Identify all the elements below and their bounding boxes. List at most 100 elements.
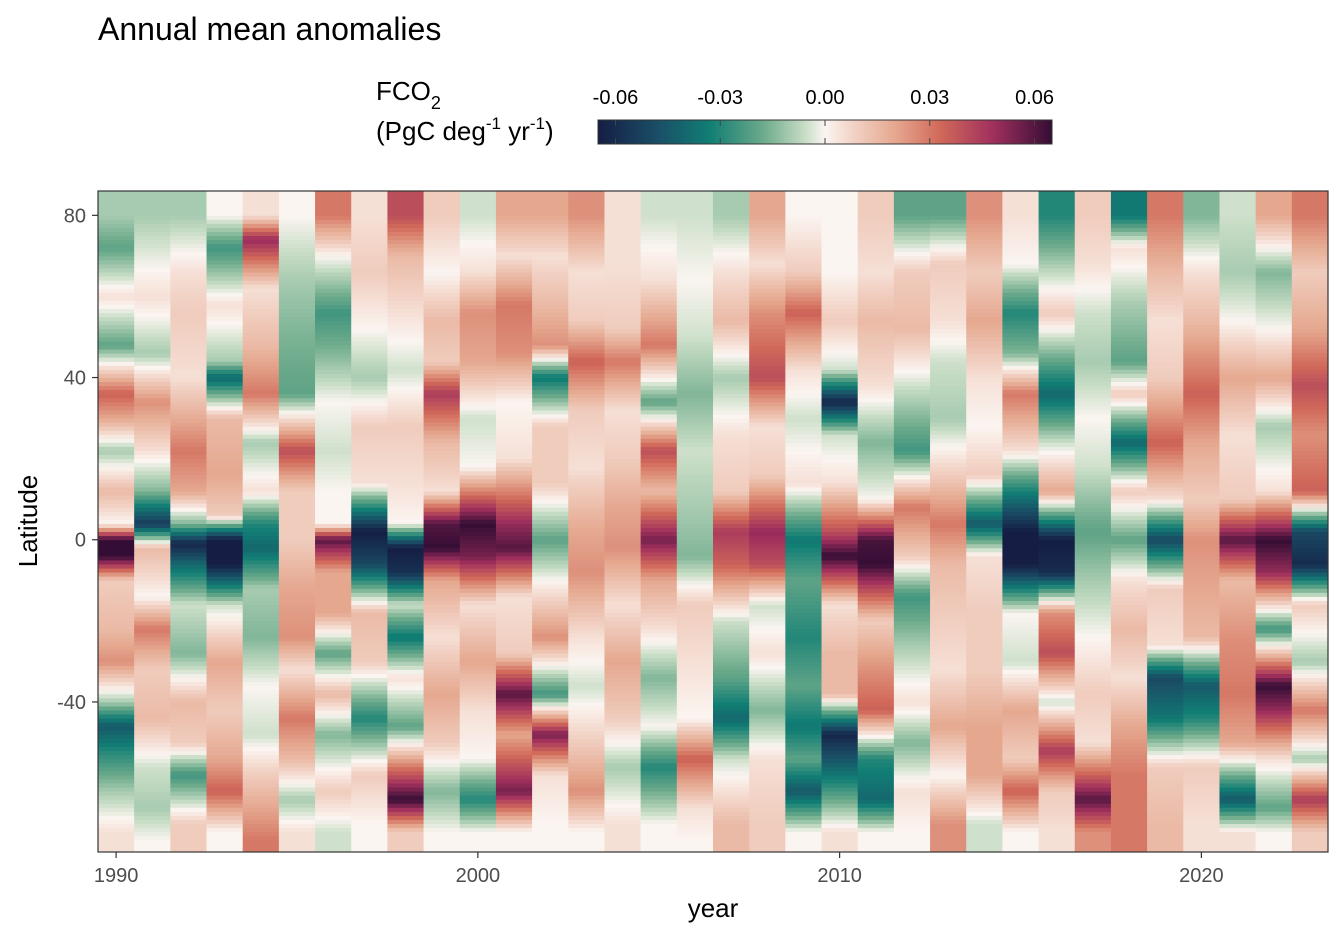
heatmap-cell-1998--47 (387, 726, 424, 731)
heatmap-cell-2000--35 (459, 677, 497, 683)
heatmap-cell-1992-7 (170, 507, 207, 512)
heatmap-cell-2013-38 (930, 381, 967, 387)
heatmap-cell-2000-72 (459, 243, 497, 249)
heatmap-cell-2007--55 (713, 758, 750, 764)
heatmap-cell-1998-36 (387, 389, 424, 395)
heatmap-cell-2007--57 (713, 766, 750, 772)
heatmap-cell-1999--59 (423, 774, 461, 780)
heatmap-cell-2006--16 (676, 600, 714, 606)
heatmap-cell-2002-61 (532, 288, 569, 293)
heatmap-cell-2015-34 (1002, 397, 1039, 403)
heatmap-cell-2009--52 (785, 746, 822, 752)
heatmap-cell-2015--31 (1002, 661, 1039, 666)
heatmap-cell-1992--2 (170, 543, 207, 549)
heatmap-cell-2018-43 (1110, 361, 1148, 366)
heatmap-cell-2004-25 (604, 434, 642, 439)
heatmap-cell-2012-84 (893, 195, 931, 200)
heatmap-cell-2019--15 (1147, 596, 1184, 601)
heatmap-cell-2010-65 (821, 272, 859, 277)
heatmap-cell-1998-39 (387, 377, 424, 382)
heatmap-cell-2008-19 (749, 458, 786, 464)
heatmap-cell-2001-83 (495, 199, 533, 204)
heatmap-cell-2010-6 (821, 511, 859, 516)
heatmap-cell-1992-73 (170, 239, 207, 245)
heatmap-cell-2002--60 (532, 779, 569, 784)
heatmap-cell-2010--15 (821, 596, 859, 601)
heatmap-cell-2015-83 (1002, 199, 1039, 204)
heatmap-cell-2003-2 (568, 527, 605, 533)
heatmap-cell-2002--41 (532, 701, 569, 707)
heatmap-cell-2019-20 (1147, 454, 1184, 460)
heatmap-cell-2014-43 (966, 361, 1003, 366)
heatmap-cell-1996-19 (315, 458, 352, 464)
heatmap-cell-2007--68 (713, 811, 750, 816)
heatmap-cell-1990-70 (98, 251, 135, 257)
heatmap-cell-1998-75 (387, 231, 424, 237)
heatmap-cell-1995-32 (278, 405, 316, 411)
heatmap-cell-2015--7 (1002, 564, 1039, 569)
heatmap-cell-1992--5 (170, 555, 207, 561)
heatmap-cell-2003-65 (568, 272, 605, 277)
heatmap-cell-2014--9 (966, 572, 1003, 577)
heatmap-cell-1992--12 (170, 584, 207, 589)
heatmap-cell-2010--39 (821, 693, 859, 699)
heatmap-cell-2007-20 (713, 454, 750, 460)
heatmap-cell-1993--10 (206, 576, 244, 581)
heatmap-cell-2016--76 (1038, 843, 1076, 849)
heatmap-cell-2001--47 (495, 726, 533, 731)
heatmap-cell-2015-67 (1002, 263, 1039, 269)
heatmap-cell-2010--30 (821, 657, 859, 662)
heatmap-cell-1995-51 (278, 328, 316, 334)
heatmap-cell-2007-58 (713, 300, 750, 305)
heatmap-cell-2010-53 (821, 320, 859, 326)
heatmap-cell-2014--5 (966, 555, 1003, 561)
heatmap-cell-2004--49 (604, 734, 642, 739)
heatmap-cell-2009--77 (785, 847, 822, 853)
heatmap-cell-2005-15 (640, 474, 678, 480)
heatmap-cell-1996-15 (315, 474, 352, 480)
heatmap-cell-2004--33 (604, 669, 642, 674)
heatmap-cell-1992--43 (170, 710, 207, 715)
heatmap-cell-2014-0 (966, 535, 1003, 541)
heatmap-cell-2006-20 (676, 454, 714, 460)
heatmap-cell-2007-4 (713, 519, 750, 524)
heatmap-cell-2019--5 (1147, 555, 1184, 561)
heatmap-cell-2012-52 (893, 324, 931, 330)
heatmap-cell-2014-39 (966, 377, 1003, 382)
heatmap-cell-1998--76 (387, 843, 424, 849)
heatmap-cell-1991--73 (134, 831, 171, 837)
heatmap-cell-2013-50 (930, 332, 967, 338)
heatmap-cell-2015-37 (1002, 385, 1039, 391)
heatmap-cell-1992-6 (170, 511, 207, 516)
heatmap-cell-1999--24 (423, 633, 461, 638)
heatmap-cell-1998--19 (387, 612, 424, 618)
heatmap-cell-2012--23 (893, 628, 931, 634)
heatmap-cell-2012-25 (893, 434, 931, 439)
heatmap-cell-2013--5 (930, 555, 967, 561)
heatmap-cell-2009-83 (785, 199, 822, 204)
heatmap-cell-1997-29 (351, 418, 388, 423)
heatmap-cell-2016--68 (1038, 811, 1076, 816)
heatmap-cell-1990--53 (98, 750, 135, 756)
heatmap-cell-2002--59 (532, 774, 569, 780)
heatmap-cell-1997-46 (351, 349, 388, 354)
heatmap-cell-2014-61 (966, 288, 1003, 293)
heatmap-cell-1995-23 (278, 442, 316, 447)
heatmap-cell-2007--31 (713, 661, 750, 666)
heatmap-cell-2018-28 (1110, 422, 1148, 427)
heatmap-cell-1990-45 (98, 353, 135, 358)
heatmap-cell-2014--44 (966, 714, 1003, 719)
heatmap-cell-2001-57 (495, 304, 533, 310)
heatmap-cell-2006--67 (676, 807, 714, 812)
heatmap-cell-2016--52 (1038, 746, 1076, 752)
heatmap-cell-2008--28 (749, 649, 786, 654)
heatmap-cell-1999--58 (423, 770, 461, 776)
heatmap-cell-2017-6 (1074, 511, 1112, 516)
heatmap-cell-2005-50 (640, 332, 678, 338)
heatmap-cell-2000--29 (459, 653, 497, 658)
heatmap-cell-2006--19 (676, 612, 714, 618)
heatmap-cell-2017-50 (1074, 332, 1112, 338)
heatmap-cell-1994--43 (242, 710, 280, 715)
heatmap-cell-2007--33 (713, 669, 750, 674)
heatmap-cell-2002--44 (532, 714, 569, 719)
